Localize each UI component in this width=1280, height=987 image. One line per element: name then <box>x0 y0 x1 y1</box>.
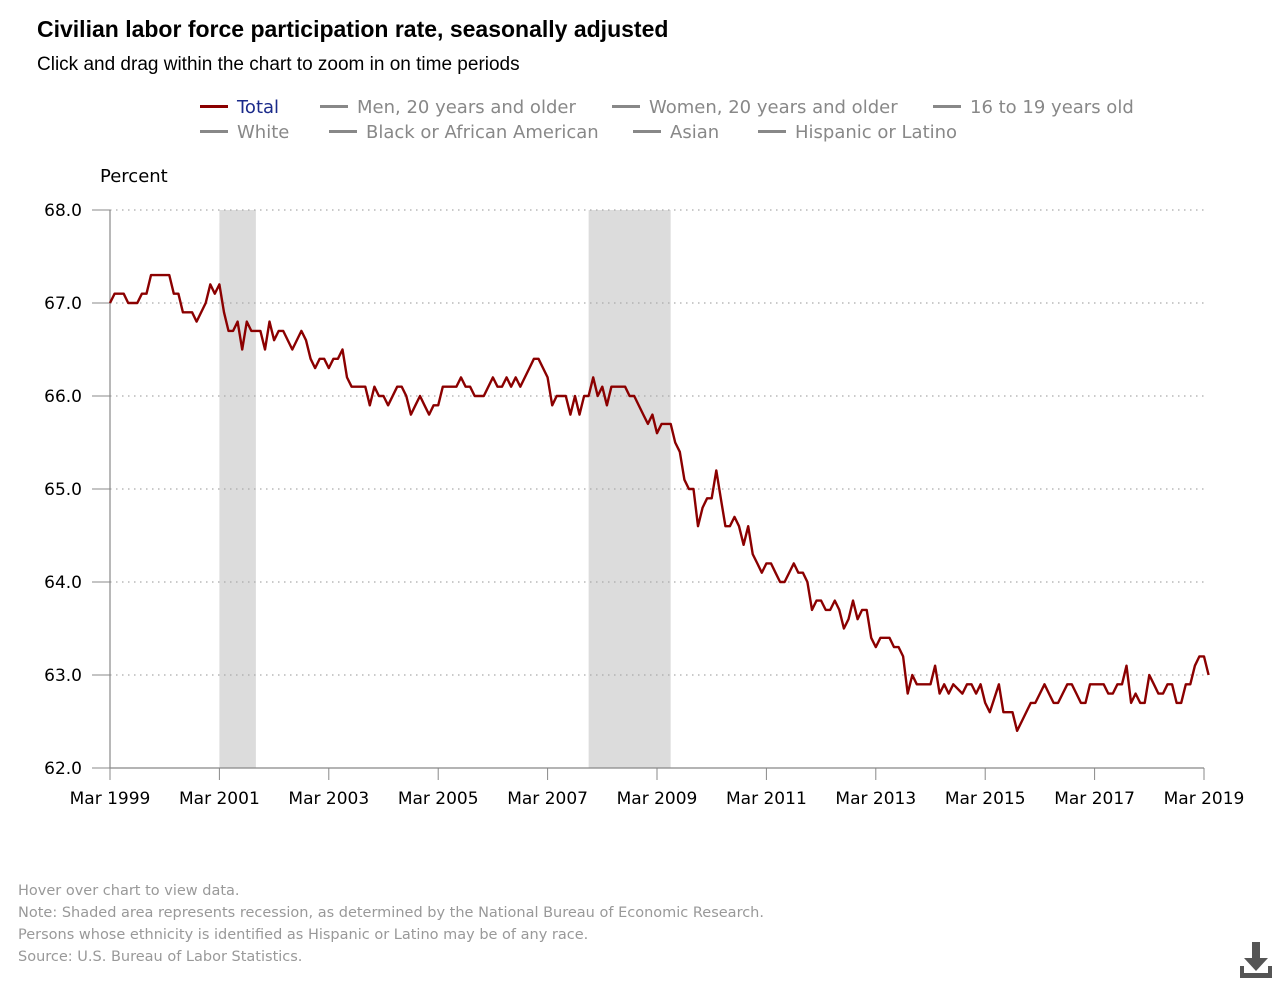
legend-swatch <box>200 129 228 133</box>
x-tick-label: Mar 2015 <box>945 789 1026 809</box>
legend-item-black[interactable]: Black or African American <box>329 122 599 143</box>
legend-item-asian[interactable]: Asian <box>633 122 719 143</box>
x-tick-label: Mar 2005 <box>398 789 479 809</box>
line-chart[interactable]: 62.0 63.0 64.0 65.0 66.0 67.0 68.0 Mar 1999 Mar … <box>0 0 1280 860</box>
footer-note: Source: U.S. Bureau of Labor Statistics. <box>18 949 303 965</box>
x-tick-label: Mar 1999 <box>70 789 151 809</box>
legend-swatch <box>329 129 357 133</box>
download-icon[interactable] <box>1236 940 1276 982</box>
legend-item-women[interactable]: Women, 20 years and older <box>612 97 898 118</box>
legend-label: Women, 20 years and older <box>649 97 898 118</box>
y-tick-label: 67.0 <box>44 294 82 314</box>
x-tick-label: Mar 2003 <box>288 789 369 809</box>
legend-swatch <box>320 104 348 108</box>
x-tick-label: Mar 2009 <box>617 789 698 809</box>
legend-swatch <box>200 104 228 108</box>
x-tick-label: Mar 2019 <box>1164 789 1245 809</box>
chart-subtitle: Click and drag within the chart to zoom … <box>37 54 520 75</box>
recession-band <box>588 210 671 768</box>
series-line-total <box>108 273 1210 732</box>
x-tick-label: Mar 2017 <box>1054 789 1135 809</box>
y-tick-label: 64.0 <box>44 573 82 593</box>
legend-item-white[interactable]: White <box>200 122 289 143</box>
x-tick-label: Mar 2011 <box>726 789 807 809</box>
legend-label: Total <box>237 97 280 118</box>
y-axis-label: Percent <box>100 166 168 187</box>
axes: 62.0 63.0 64.0 65.0 66.0 67.0 68.0 Mar 1999 Mar … <box>44 201 1244 809</box>
x-tick-label: Mar 2007 <box>507 789 588 809</box>
gridlines <box>110 209 1204 676</box>
legend-item-hispanic[interactable]: Hispanic or Latino <box>758 122 957 143</box>
chart-title: Civilian labor force participation rate,… <box>37 16 669 42</box>
legend-item-teens[interactable]: 16 to 19 years old <box>933 97 1134 118</box>
footer-notes: Hover over chart to view data. Note: Sha… <box>18 880 764 968</box>
legend-item-total[interactable]: Total <box>200 97 279 118</box>
x-tick-label: Mar 2013 <box>835 789 916 809</box>
legend-swatch <box>758 129 786 133</box>
footer-note: Persons whose ethnicity is identified as… <box>18 927 589 943</box>
legend-label: 16 to 19 years old <box>970 97 1134 118</box>
legend-label: Hispanic or Latino <box>795 122 958 143</box>
footer-note: Hover over chart to view data. <box>18 883 240 899</box>
y-tick-label: 66.0 <box>44 387 82 407</box>
y-tick-label: 65.0 <box>44 480 82 500</box>
y-tick-label: 68.0 <box>44 201 82 221</box>
legend-label: White <box>237 122 290 143</box>
x-tick-label: Mar 2001 <box>179 789 260 809</box>
legend-label: Asian <box>670 122 720 143</box>
y-tick-label: 62.0 <box>44 759 82 779</box>
footer-note: Note: Shaded area represents recession, … <box>18 905 764 921</box>
legend-label: Men, 20 years and older <box>357 97 576 118</box>
legend-item-men[interactable]: Men, 20 years and older <box>320 97 576 118</box>
series-lines <box>108 273 1210 732</box>
legend-swatch <box>633 129 661 133</box>
legend-label: Black or African American <box>366 122 599 143</box>
y-tick-label: 63.0 <box>44 666 82 686</box>
legend-swatch <box>612 104 640 108</box>
legend-swatch <box>933 104 961 108</box>
